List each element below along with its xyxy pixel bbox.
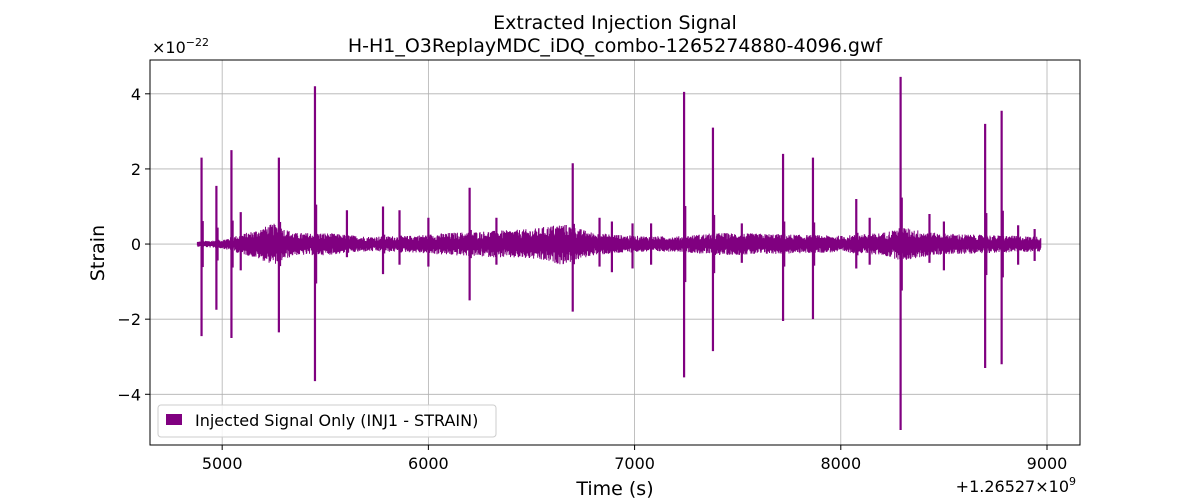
chart-subtitle: H-H1_O3ReplayMDC_iDQ_combo-1265274880-40… [348,35,884,57]
legend-label: Injected Signal Only (INJ1 - STRAIN) [195,411,478,430]
chart-titles: Extracted Injection Signal H-H1_O3Replay… [348,12,884,57]
series-injected-signal [196,76,1042,430]
legend-swatch [166,414,182,425]
legend: Injected Signal Only (INJ1 - STRAIN) [157,404,497,438]
grid [150,60,1080,445]
x-axis-ticks: 5000 6000 7000 8000 9000 [202,445,1068,473]
y-axis-label: Strain [87,225,109,281]
x-tick-label: 6000 [408,454,449,473]
y-scale-multiplier: ×10−22 [152,36,209,57]
y-tick-label: 0 [131,235,141,254]
x-axis-label: Time (s) [575,478,653,500]
y-tick-label: 2 [131,160,141,179]
plot-frame [149,59,1081,446]
x-tick-label: 9000 [1027,454,1068,473]
x-tick-label: 5000 [202,454,243,473]
y-axis-ticks: 4 2 0 −2 −4 [117,85,150,404]
y-tick-label: −4 [117,385,141,404]
x-tick-label: 7000 [614,454,655,473]
legend-box [157,404,497,438]
x-tick-label: 8000 [820,454,861,473]
x-offset-label: +1.26527×109 [956,475,1076,496]
y-tick-label: −2 [117,310,141,329]
y-tick-label: 4 [131,85,141,104]
chart-title: Extracted Injection Signal [493,12,737,34]
